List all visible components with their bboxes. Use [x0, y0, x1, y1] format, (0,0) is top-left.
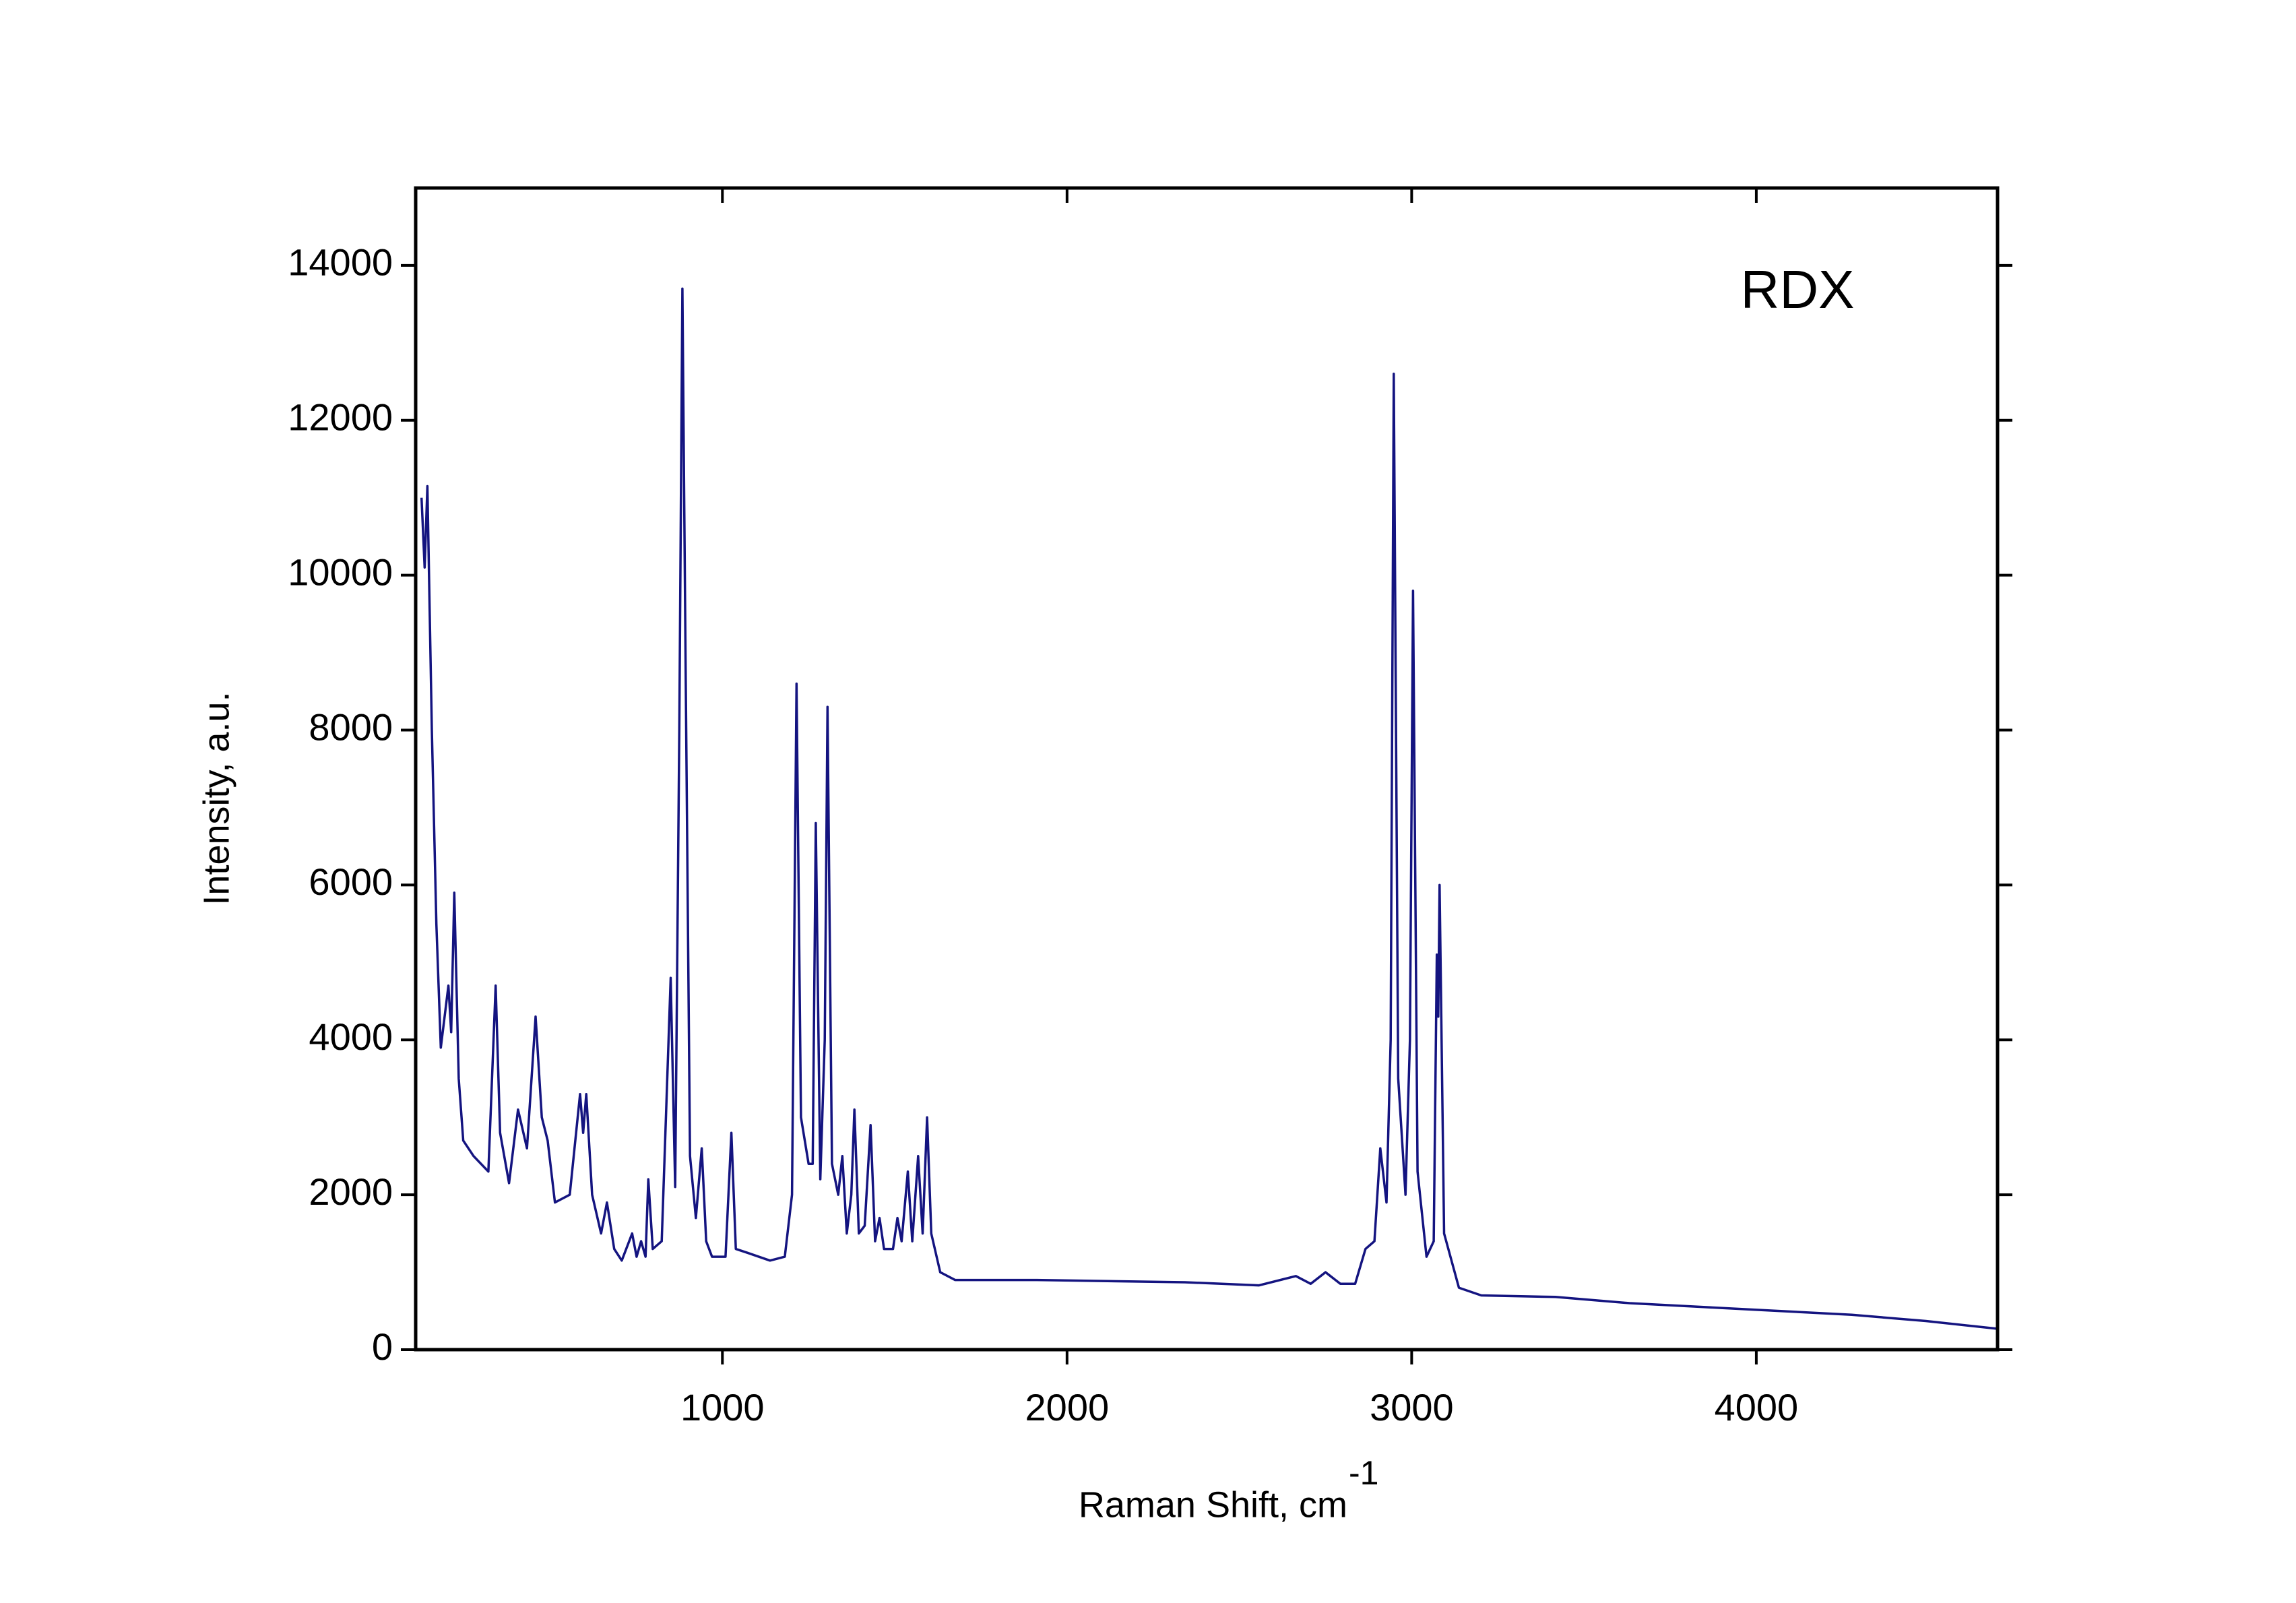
x-axis-label: Raman Shift, cm [1079, 1484, 1347, 1525]
spectrum-line [420, 287, 1998, 1330]
x-tick-label: 3000 [1370, 1386, 1454, 1428]
y-tick-label: 2000 [309, 1170, 393, 1213]
y-tick-label: 14000 [288, 241, 393, 284]
y-tick-label: 8000 [309, 705, 393, 748]
y-tick-label: 10000 [288, 551, 393, 593]
plot-frame [414, 186, 2000, 1352]
x-axis-label-superscript: -1 [1349, 1454, 1378, 1492]
x-tick-label: 2000 [1025, 1386, 1110, 1428]
annotation: RDX [1741, 259, 1855, 319]
y-tick-label: 4000 [309, 1015, 393, 1058]
x-tick-label: 4000 [1715, 1386, 1799, 1428]
x-tick-label: 1000 [680, 1386, 765, 1428]
y-axis-label: Intensity, a.u. [196, 691, 236, 905]
y-tick-label: 0 [372, 1325, 393, 1368]
y-tick-label: 12000 [288, 396, 393, 439]
y-tick-label: 6000 [309, 860, 393, 903]
